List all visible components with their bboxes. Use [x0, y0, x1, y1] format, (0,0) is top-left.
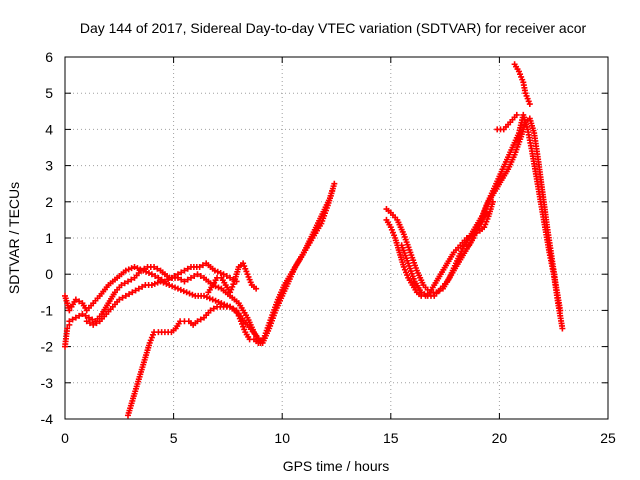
data-point — [83, 318, 90, 325]
data-point — [526, 101, 533, 108]
x-tick-label: 15 — [383, 430, 399, 446]
data-point — [64, 325, 71, 332]
data-point — [207, 307, 214, 314]
data-point — [129, 289, 136, 296]
data-point — [197, 273, 204, 280]
axis-ticks — [64, 56, 609, 420]
data-point — [483, 209, 490, 216]
data-point — [418, 289, 425, 296]
data-point — [191, 273, 198, 280]
data-point — [223, 273, 230, 280]
data-point — [151, 263, 158, 270]
x-tick-label: 5 — [170, 430, 178, 446]
x-tick-label: 25 — [600, 430, 616, 446]
data-point — [154, 265, 161, 272]
data-point — [76, 298, 83, 305]
data-point — [69, 316, 76, 323]
y-tick-labels: -4 -3 -2 -1 0 1 2 3 4 5 6 — [41, 49, 54, 427]
chart-title: Day 144 of 2017, Sidereal Day-to-day VTE… — [80, 20, 587, 36]
data-point — [184, 276, 191, 283]
y-tick-label: 2 — [45, 194, 53, 210]
data-point — [86, 320, 93, 327]
data-point — [90, 321, 97, 328]
y-tick-label: 3 — [45, 158, 53, 174]
data-point — [230, 305, 237, 312]
grid — [65, 57, 608, 419]
data-point — [196, 263, 203, 270]
data-point — [227, 303, 234, 310]
data-point — [152, 273, 159, 280]
data-point — [89, 316, 96, 323]
data-point — [66, 307, 73, 314]
data-point — [220, 271, 227, 278]
data-point — [197, 316, 204, 323]
x-tick-label: 10 — [274, 430, 290, 446]
data-point — [227, 274, 234, 281]
data-point — [421, 291, 428, 298]
data-point — [148, 271, 155, 278]
data-point — [138, 267, 145, 274]
y-axis-label: SDTVAR / TECUs — [6, 182, 22, 294]
data-point — [128, 276, 135, 283]
data-point — [174, 274, 181, 281]
data-point — [199, 262, 206, 269]
y-tick-label: -1 — [41, 302, 54, 318]
plot-frame — [64, 56, 609, 420]
data-point — [194, 318, 201, 325]
data-point — [116, 296, 123, 303]
data-point — [331, 180, 338, 187]
data-point — [72, 314, 79, 321]
y-tick-label: 4 — [45, 121, 53, 137]
data-point — [122, 292, 129, 299]
data-point — [184, 265, 191, 272]
x-tick-labels: 0 5 10 15 20 25 — [61, 430, 616, 446]
y-tick-label: 5 — [45, 85, 53, 101]
data-point — [82, 312, 89, 319]
data-point — [181, 267, 188, 274]
data-point — [76, 312, 83, 319]
y-tick-label: -3 — [41, 375, 54, 391]
data-point — [124, 278, 131, 285]
y-tick-label: 1 — [45, 230, 53, 246]
data-point — [141, 265, 148, 272]
data-point — [132, 287, 139, 294]
data-point — [187, 274, 194, 281]
x-axis-label: GPS time / hours — [283, 458, 390, 474]
data-point — [79, 311, 86, 318]
y-tick-label: -4 — [41, 411, 54, 427]
data-point — [178, 276, 185, 283]
data-point — [72, 296, 79, 303]
data-point — [135, 285, 142, 292]
data-point — [85, 314, 92, 321]
data-point — [513, 111, 520, 118]
data-point — [257, 339, 264, 346]
y-tick-label: -2 — [41, 339, 54, 355]
y-tick-label: 0 — [45, 266, 53, 282]
data-point — [559, 325, 566, 332]
data-point — [121, 280, 128, 287]
data-point — [181, 278, 188, 285]
data-point — [118, 282, 125, 289]
data-point — [93, 320, 100, 327]
data-point — [210, 305, 217, 312]
x-tick-label: 20 — [492, 430, 508, 446]
data-point — [66, 321, 73, 328]
data-point — [139, 283, 146, 290]
x-tick-label: 0 — [61, 430, 69, 446]
data-point — [126, 291, 133, 298]
y-tick-label: 6 — [45, 49, 53, 65]
data-points — [62, 61, 566, 419]
data-point — [119, 294, 126, 301]
data-point — [178, 269, 185, 276]
data-point — [253, 285, 260, 292]
data-point — [194, 271, 201, 278]
